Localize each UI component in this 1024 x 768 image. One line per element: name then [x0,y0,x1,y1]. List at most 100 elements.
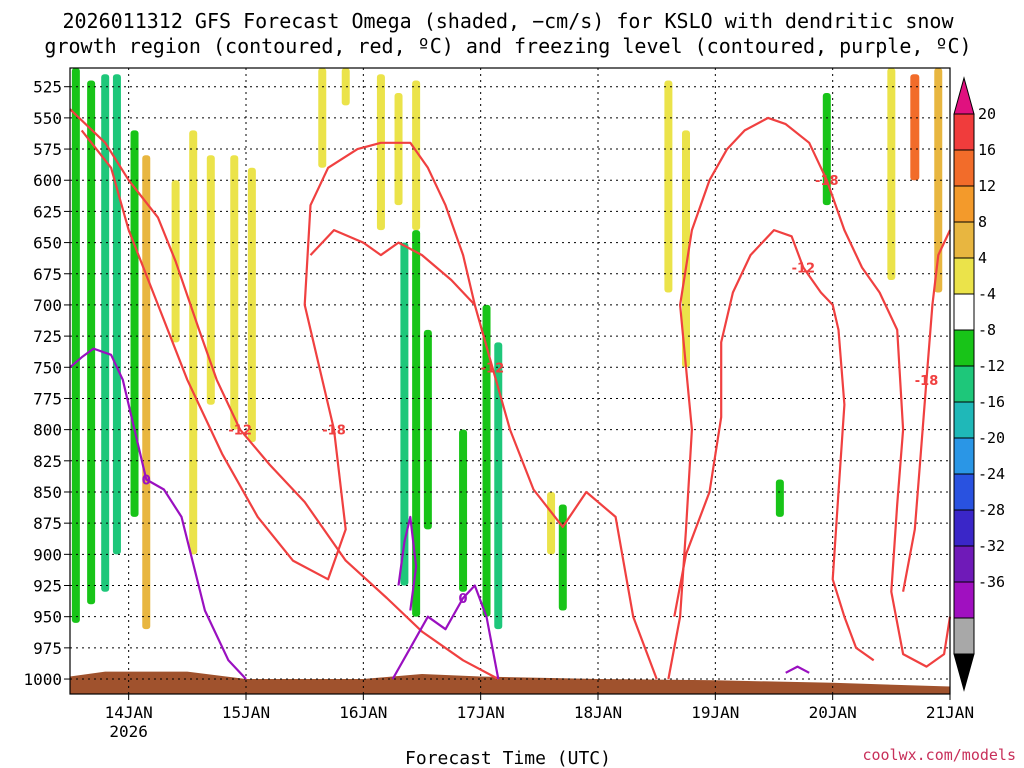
ytick-label-700: 700 [33,296,62,315]
ytick-label-975: 975 [33,639,62,658]
omega-shading-24 [664,80,673,293]
ytick-label-950: 950 [33,608,62,627]
omega-shading-25 [682,130,690,368]
dendritic-contour-4-label: -18 [815,174,839,189]
omega-band [412,230,421,617]
dendritic-contour-2-label: -18 [322,424,346,439]
ytick-label-900: 900 [33,545,62,564]
dendritic-contour-0 [69,108,499,680]
omega-shading-30 [934,68,943,293]
omega-band [934,68,943,293]
ytick-label-625: 625 [33,202,62,221]
terrain-surface [70,671,950,694]
ytick-label-775: 775 [33,389,62,408]
x-axis-label: Forecast Time (UTC) [405,748,611,768]
omega-band [664,80,673,293]
dendritic-contour-3-label: -12 [792,262,816,277]
omega-band [682,130,690,368]
colorbar-label-12: -32 [978,537,1005,555]
freezing-level-contour-0 [69,347,247,680]
colorbar-swatch-11 [953,473,975,511]
colorbar-swatch-13 [953,545,975,583]
omega-shading-26 [775,479,784,517]
omega-shading-12 [341,68,350,106]
colorbar-swatch-2 [953,149,975,187]
ytick-label-750: 750 [33,358,62,377]
colorbar-label-5: -4 [978,285,996,303]
omega-shading-13 [376,74,385,231]
omega-band [394,92,403,206]
freezing-level-contour-1 [391,584,500,680]
omega-band [230,155,239,430]
omega-band [558,504,567,611]
colorbar-swatch-10 [953,437,975,475]
xtick-label-17JAN: 17JAN [457,703,505,722]
omega-shading-17 [412,230,421,617]
dendritic-contour-1 [309,229,658,680]
plot-area: 525 550 575 600 625 650 675 700 725 750 775 800 825 8… [23,67,974,741]
ytick-label-925: 925 [33,577,62,596]
omega-shading-9 [230,155,239,430]
omega-shading-16 [400,242,409,586]
dendritic-contour-3 [673,229,875,662]
chart-title-line-1: 2026011312 GFS Forecast Omega (shaded, −… [62,9,954,33]
colorbar-swatch-7 [953,329,975,367]
ytick-label-550: 550 [33,109,62,128]
colorbar-label-6: -8 [978,321,996,339]
omega-shading-3 [112,74,121,555]
freezing-level-contour-3 [785,665,810,674]
freezing-level-contour-2 [397,515,418,611]
xtick-label-19JAN: 19JAN [691,703,739,722]
omega-shading-2 [101,74,110,592]
omega-shading-21 [494,342,503,630]
omega-band [189,130,198,555]
ytick-label-575: 575 [33,140,62,159]
omega-band [400,242,409,586]
dendritic-contour-0-label: -12 [228,424,252,439]
omega-shading-5 [142,155,151,630]
omega-band [376,74,385,231]
colorbar-swatch-4 [953,221,975,259]
ytick-label-725: 725 [33,327,62,346]
omega-band [423,329,432,530]
colorbar-swatch-1 [953,113,975,151]
colorbar-label-7: -12 [978,357,1005,375]
freezing-level-contour-1-label: 0 [459,592,468,607]
omega-band [459,429,468,592]
ytick-label-525: 525 [33,78,62,97]
omega-shading-7 [189,130,198,555]
omega-shading-28 [887,68,896,280]
omega-band [142,155,151,630]
omega-band [775,479,784,517]
omega-shading-8 [206,155,215,405]
chart-title-line-2: growth region (contoured, red, ºC) and f… [44,34,971,58]
ytick-label-875: 875 [33,514,62,533]
colorbar-top-arrow [953,76,975,115]
omega-band [112,74,121,555]
omega-band [494,342,503,630]
ytick-label-1000: 1000 [23,670,62,689]
omega-shading-0 [71,68,80,623]
omega-band [206,155,215,405]
colorbar-label-8: -16 [978,393,1005,411]
colorbar-label-11: -28 [978,501,1005,519]
colorbar-swatch-15 [953,617,975,655]
omega-band [71,68,80,623]
ytick-label-675: 675 [33,265,62,284]
ytick-label-850: 850 [33,483,62,502]
omega-shading-19 [459,429,468,592]
colorbar-swatch-14 [953,581,975,619]
omega-band [910,74,920,181]
colorbar-swatch-9 [953,401,975,439]
ytick-label-800: 800 [33,421,62,440]
colorbar: 20 16 12 8 4 -4 -8 -12 -16 -20 -24 -28 -32 -36 [953,76,1005,692]
ytick-label-825: 825 [33,452,62,471]
xtick-label-20JAN: 20JAN [809,703,857,722]
colorbar-label-3: 8 [978,213,987,231]
dendritic-contour-1-label: -12 [481,361,505,376]
omega-shading-14 [394,92,403,206]
dendritic-contour-5-label: -18 [915,374,939,389]
omega-band [887,68,896,280]
plot-frame [69,67,951,695]
